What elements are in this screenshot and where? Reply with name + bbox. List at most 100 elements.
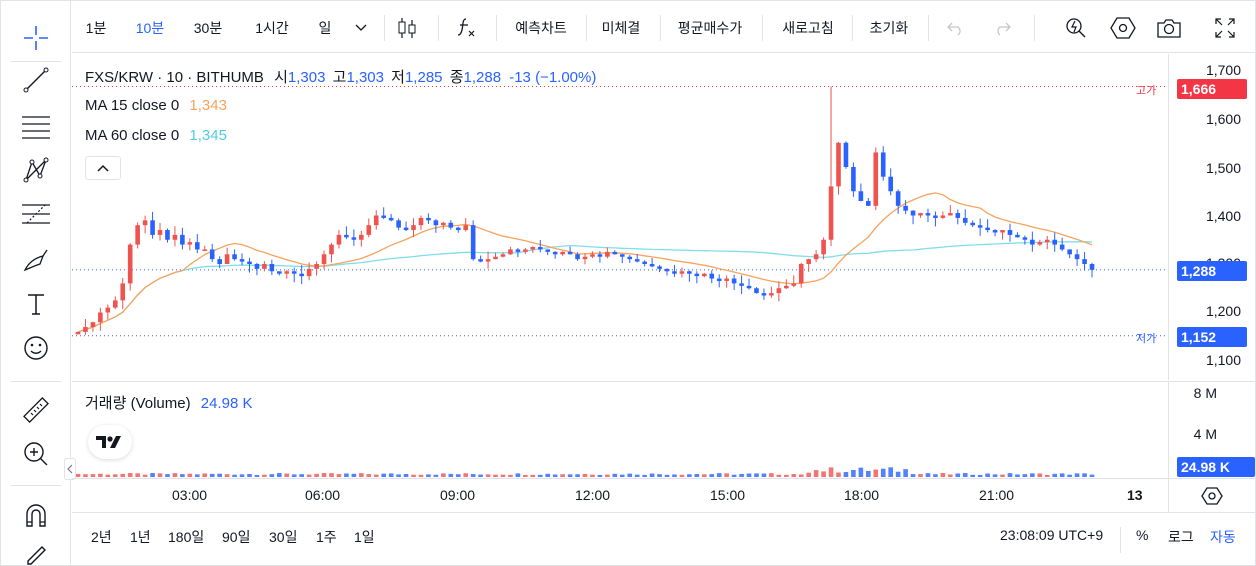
candle-body [567,251,573,255]
refresh-button[interactable]: 새로고침 [782,20,834,36]
open-orders-button[interactable]: 미체결 [601,20,641,36]
volume-bar [478,474,483,477]
volume-bar [940,473,946,477]
scale-settings[interactable] [1168,478,1255,512]
drawing-toolbar [1,1,71,565]
interval-30m[interactable]: 30분 [193,20,223,36]
emoji-icon[interactable] [19,331,53,365]
fib-retracement-icon[interactable] [19,197,53,231]
volume-bar [75,473,81,477]
undo-icon[interactable] [944,15,968,41]
range-1y[interactable]: 1년 [130,529,151,545]
reset-button[interactable]: 초기화 [869,20,909,36]
candle-body [202,249,208,251]
volume-scale[interactable]: 8 M 4 M 24.98 K [1168,381,1255,478]
volume-bar [359,473,364,477]
interval-10m[interactable]: 10분 [135,20,165,36]
text-icon[interactable] [19,287,53,321]
symbol-legend[interactable]: FXS/KRW · 10 · BITHUMB 시1,303 고1,303 저1,… [85,69,597,86]
candle-body [1000,230,1005,233]
candles-icon[interactable] [394,15,420,41]
candle-body [269,264,275,272]
last-price-badge: 1,288 [1177,261,1247,281]
volume-bar [187,473,193,477]
fullscreen-icon[interactable] [1212,15,1238,41]
camera-icon[interactable] [1154,15,1184,41]
candle-body [813,254,819,260]
ma60-value: 1,345 [189,127,227,144]
candle-body [761,293,767,296]
high-tag: 고가 [1136,85,1157,97]
candle-body [873,152,879,206]
indicators-icon[interactable] [452,15,480,41]
range-1d[interactable]: 1일 [354,529,375,545]
chevron-left-icon [67,464,73,474]
settings-icon[interactable] [1108,15,1138,41]
volume-bar [634,474,640,477]
candle-body [291,271,297,274]
redo-icon[interactable] [990,15,1014,41]
volume-bar [739,473,744,477]
ma60-legend[interactable]: MA 60 close 0 1,345 [85,127,227,144]
volume-bar [1089,474,1095,477]
price-scale[interactable]: 1,700 1,600 1,500 1,400 1,300 1,200 1,10… [1168,54,1255,380]
candle-body [843,142,849,167]
volume-bar [813,470,819,477]
volume-bar [933,474,938,477]
volume-legend[interactable]: 거래량 (Volume) 24.98 K [85,395,253,412]
main-chart-pane[interactable]: FXS/KRW · 10 · BITHUMB 시1,303 고1,303 저1,… [72,54,1168,380]
auto-scale-toggle[interactable]: 자동 [1210,529,1236,545]
ma15-legend[interactable]: MA 15 close 0 1,343 [85,97,227,114]
magnet-icon[interactable] [19,499,53,533]
volume-bar [202,473,208,477]
volume-bar [784,474,789,477]
volume-bar [672,474,677,477]
horizontal-lines-icon[interactable] [19,109,53,143]
range-1w[interactable]: 1주 [316,529,337,545]
crosshair-icon[interactable] [19,21,53,55]
candle-body [105,307,111,313]
interval-1h[interactable]: 1시간 [255,20,289,36]
volume-pane[interactable]: 거래량 (Volume) 24.98 K [64,381,1168,480]
zoom-in-icon[interactable] [19,437,53,471]
pattern-icon[interactable] [19,153,53,187]
volume-bar [918,474,923,477]
candle-body [858,191,864,201]
volume-bar [612,473,618,477]
volume-bar [545,473,551,477]
ruler-icon[interactable] [19,393,53,427]
range-2y[interactable]: 2년 [91,529,112,545]
range-180d[interactable]: 180일 [168,529,205,545]
candle-body [373,215,379,226]
candle-body [612,251,618,255]
range-30d[interactable]: 30일 [269,529,298,545]
collapse-legend-button[interactable] [85,156,121,180]
trend-line-icon[interactable] [19,63,53,97]
tradingview-logo-icon[interactable] [88,425,132,459]
interval-day[interactable]: 일 [318,20,332,36]
collapse-panel-button[interactable] [64,458,76,480]
quick-search-icon[interactable] [1062,15,1090,41]
avg-buy-price-button[interactable]: 평균매수가 [677,20,743,36]
candle-body [679,271,685,274]
candle-body [776,288,782,294]
volume-bar [403,473,409,477]
log-scale-toggle[interactable]: 로그 [1168,529,1194,545]
ma15-value: 1,343 [189,97,227,114]
pencil-icon[interactable] [19,541,53,565]
forecast-chart-button[interactable]: 예측차트 [515,20,567,36]
clock[interactable]: 23:08:09 UTC+9 [1000,527,1104,543]
price-tick: 1,700 [1205,62,1241,78]
chevron-down-icon[interactable] [350,15,372,41]
range-90d[interactable]: 90일 [222,529,251,545]
volume-bar [903,469,908,477]
candle-body [985,227,990,231]
time-scale[interactable]: 03:00 06:00 09:00 12:00 15:00 18:00 21:0… [72,478,1168,512]
volume-bar [619,474,625,477]
brush-icon[interactable] [19,243,53,277]
interval-1m[interactable]: 1분 [85,20,107,36]
candle-body [910,210,916,216]
percent-scale-toggle[interactable]: % [1136,527,1149,543]
volume-bar [441,473,446,477]
volume-bar [888,467,893,477]
